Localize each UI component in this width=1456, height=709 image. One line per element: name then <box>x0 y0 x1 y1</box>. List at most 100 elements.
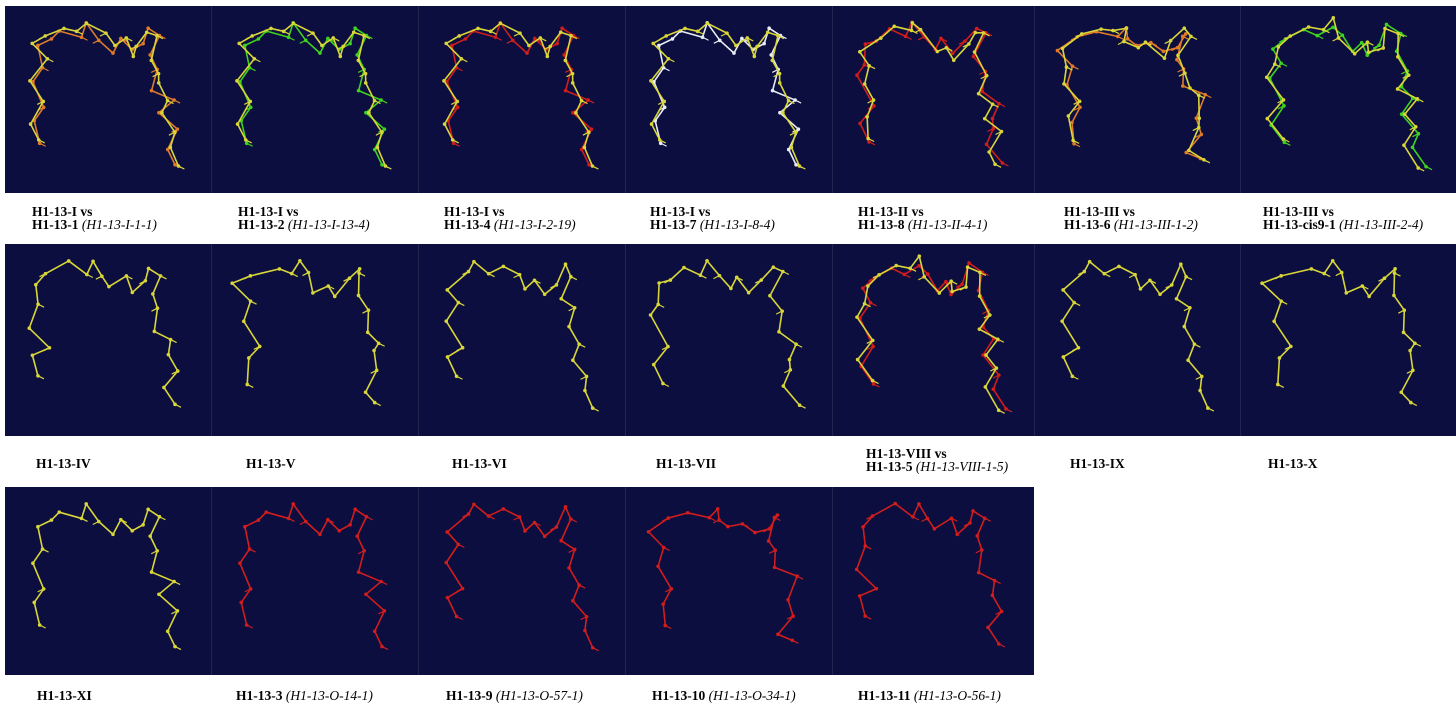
atom-node <box>971 509 975 513</box>
side-chain <box>659 35 667 40</box>
structure-image-p16 <box>211 487 418 675</box>
backbone-trace <box>231 259 380 404</box>
side-chain <box>306 32 314 37</box>
side-chain <box>1005 408 1013 413</box>
structure-image-p2 <box>211 6 418 193</box>
atom-node <box>298 258 302 263</box>
side-chain <box>450 100 458 105</box>
side-chain <box>664 624 672 630</box>
molecule-trace <box>444 502 599 652</box>
side-chain <box>1072 65 1079 70</box>
side-chain <box>1177 68 1184 73</box>
side-chain <box>456 615 463 621</box>
atom-node <box>977 327 982 331</box>
atom-node <box>1066 114 1071 118</box>
atom-node <box>318 532 322 537</box>
atom-node <box>656 564 660 569</box>
atom-node <box>729 286 733 291</box>
side-chain <box>92 39 100 44</box>
atom-node <box>1265 116 1270 121</box>
side-chain <box>659 139 666 144</box>
atom-node <box>291 21 296 26</box>
side-chain <box>381 646 389 651</box>
atom-node <box>356 88 361 93</box>
side-chain <box>1117 40 1125 46</box>
side-chain <box>777 35 785 40</box>
caption-p15: H1-13-XI <box>37 689 92 703</box>
side-chain <box>357 550 365 555</box>
side-chain <box>914 29 921 34</box>
atom-node <box>111 51 115 55</box>
side-chain <box>566 73 573 78</box>
caption-p7-name: H1-13-cis9-1 <box>1263 217 1336 232</box>
atom-node <box>982 116 987 121</box>
atom-node <box>1392 293 1396 298</box>
atom-node <box>36 524 40 529</box>
atom-node <box>363 81 368 85</box>
atom-node <box>977 294 982 298</box>
backbone-trace <box>649 259 801 406</box>
side-chain <box>984 517 992 522</box>
side-chain <box>868 141 876 146</box>
molecule-trace <box>855 20 1009 168</box>
side-chain <box>283 30 290 35</box>
side-chain <box>1412 133 1419 138</box>
atom-node <box>148 534 153 538</box>
side-chain <box>713 275 720 280</box>
side-chain <box>979 271 987 276</box>
side-chain <box>1195 375 1203 380</box>
side-chain <box>86 273 94 279</box>
side-chain <box>156 35 164 40</box>
side-chain <box>866 339 874 344</box>
atom-node <box>351 30 356 35</box>
atom-node <box>855 73 859 77</box>
atom-node <box>372 348 376 353</box>
atom-node <box>1410 145 1415 150</box>
side-chain <box>1283 35 1291 40</box>
structure-image-p9 <box>211 244 418 436</box>
side-chain <box>343 277 350 282</box>
side-chain <box>1072 375 1079 380</box>
side-chain <box>1274 275 1282 280</box>
atom-node <box>157 592 161 597</box>
atom-node <box>893 501 897 506</box>
caption-p12-name: H1-13-5 <box>866 459 913 474</box>
side-chain <box>171 370 179 375</box>
atom-node <box>30 353 35 358</box>
side-chain <box>246 142 253 147</box>
side-chain <box>250 300 257 305</box>
atom-node <box>130 290 135 295</box>
backbone-trace <box>445 503 594 648</box>
side-chain <box>796 575 804 580</box>
side-chain <box>1149 279 1157 284</box>
atom-node <box>1186 358 1190 363</box>
molecule-trace <box>855 254 1013 414</box>
atom-node <box>917 264 921 268</box>
side-chain <box>513 516 520 521</box>
atom-node <box>987 150 991 154</box>
caption-p4-line1: H1-13-I vs <box>650 204 711 219</box>
atom-node <box>238 561 242 566</box>
structure-image-p19 <box>832 487 1034 675</box>
side-chain <box>39 273 46 278</box>
side-chain <box>120 519 128 524</box>
side-chain <box>775 310 783 315</box>
molecule-trace <box>1055 25 1212 164</box>
atom-node <box>861 286 865 290</box>
side-chain <box>1190 35 1198 40</box>
atom-node <box>111 532 115 537</box>
side-chain <box>866 515 873 520</box>
structure-image-p5 <box>832 6 1034 193</box>
side-chain <box>786 615 794 620</box>
side-chain <box>39 142 46 147</box>
atom-node <box>767 26 771 30</box>
caption-p16: H1-13-3 (H1-13-O-14-1) <box>236 689 373 703</box>
side-chain <box>992 103 999 108</box>
atom-node <box>277 267 282 271</box>
side-chain <box>343 524 351 529</box>
side-chain <box>1078 271 1085 276</box>
side-chain <box>867 99 874 104</box>
caption-p13-name: H1-13-IX <box>1070 456 1125 471</box>
side-chain <box>789 131 797 136</box>
atom-node <box>444 319 449 323</box>
